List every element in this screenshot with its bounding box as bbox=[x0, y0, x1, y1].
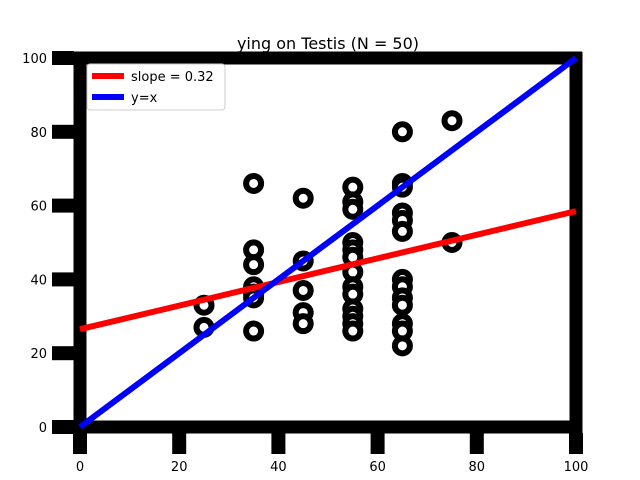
data-point bbox=[292, 313, 314, 335]
series-line bbox=[79, 208, 577, 333]
y-tick-mark bbox=[52, 124, 74, 139]
ticks: 0 20 40 60 80 100 0 20 40 60 80 100 bbox=[22, 51, 588, 475]
x-tick-label: 60 bbox=[369, 460, 386, 475]
x-tick-mark bbox=[370, 433, 385, 454]
axes bbox=[52, 51, 583, 434]
y-tick-label: 40 bbox=[30, 273, 47, 288]
y-tick-label: 20 bbox=[30, 347, 47, 362]
data-point bbox=[391, 121, 413, 143]
data-point bbox=[243, 320, 265, 342]
data-point bbox=[391, 220, 413, 242]
fit-lines bbox=[78, 55, 578, 430]
chart-title: ying on Testis (N = 50) bbox=[237, 34, 419, 53]
data-point bbox=[441, 110, 463, 132]
x-tick-mark bbox=[271, 433, 286, 454]
x-tick-mark bbox=[469, 433, 484, 454]
x-tick-mark bbox=[172, 433, 187, 454]
y-tick-label: 0 bbox=[39, 421, 47, 436]
data-point bbox=[243, 254, 265, 276]
y-tick-label: 60 bbox=[30, 200, 47, 215]
x-tick-mark bbox=[569, 433, 583, 454]
data-point bbox=[243, 172, 265, 194]
y-tick-mark bbox=[52, 272, 74, 287]
data-point bbox=[292, 187, 314, 209]
series-line bbox=[78, 55, 578, 430]
y-tick-label: 100 bbox=[22, 52, 47, 67]
x-tick-label: 100 bbox=[564, 460, 589, 475]
data-point bbox=[342, 320, 364, 342]
x-tick-label: 80 bbox=[469, 460, 486, 475]
x-tick-label: 20 bbox=[171, 460, 188, 475]
y-tick-mark bbox=[52, 198, 74, 213]
x-tick-mark bbox=[73, 433, 87, 454]
x-tick-label: 40 bbox=[270, 460, 287, 475]
y-tick-label: 80 bbox=[30, 126, 47, 141]
x-tick-label: 0 bbox=[76, 460, 84, 475]
legend-label: slope = 0.32 bbox=[131, 70, 214, 85]
legend-label: y=x bbox=[131, 91, 158, 106]
data-point bbox=[292, 279, 314, 301]
data-point bbox=[391, 335, 413, 357]
y-tick-mark bbox=[52, 51, 74, 65]
legend: slope = 0.32 y=x bbox=[86, 63, 226, 111]
data-points bbox=[193, 110, 463, 357]
data-point bbox=[342, 198, 364, 220]
data-point bbox=[391, 294, 413, 316]
y-tick-mark bbox=[52, 346, 74, 361]
y-tick-mark bbox=[52, 420, 74, 434]
